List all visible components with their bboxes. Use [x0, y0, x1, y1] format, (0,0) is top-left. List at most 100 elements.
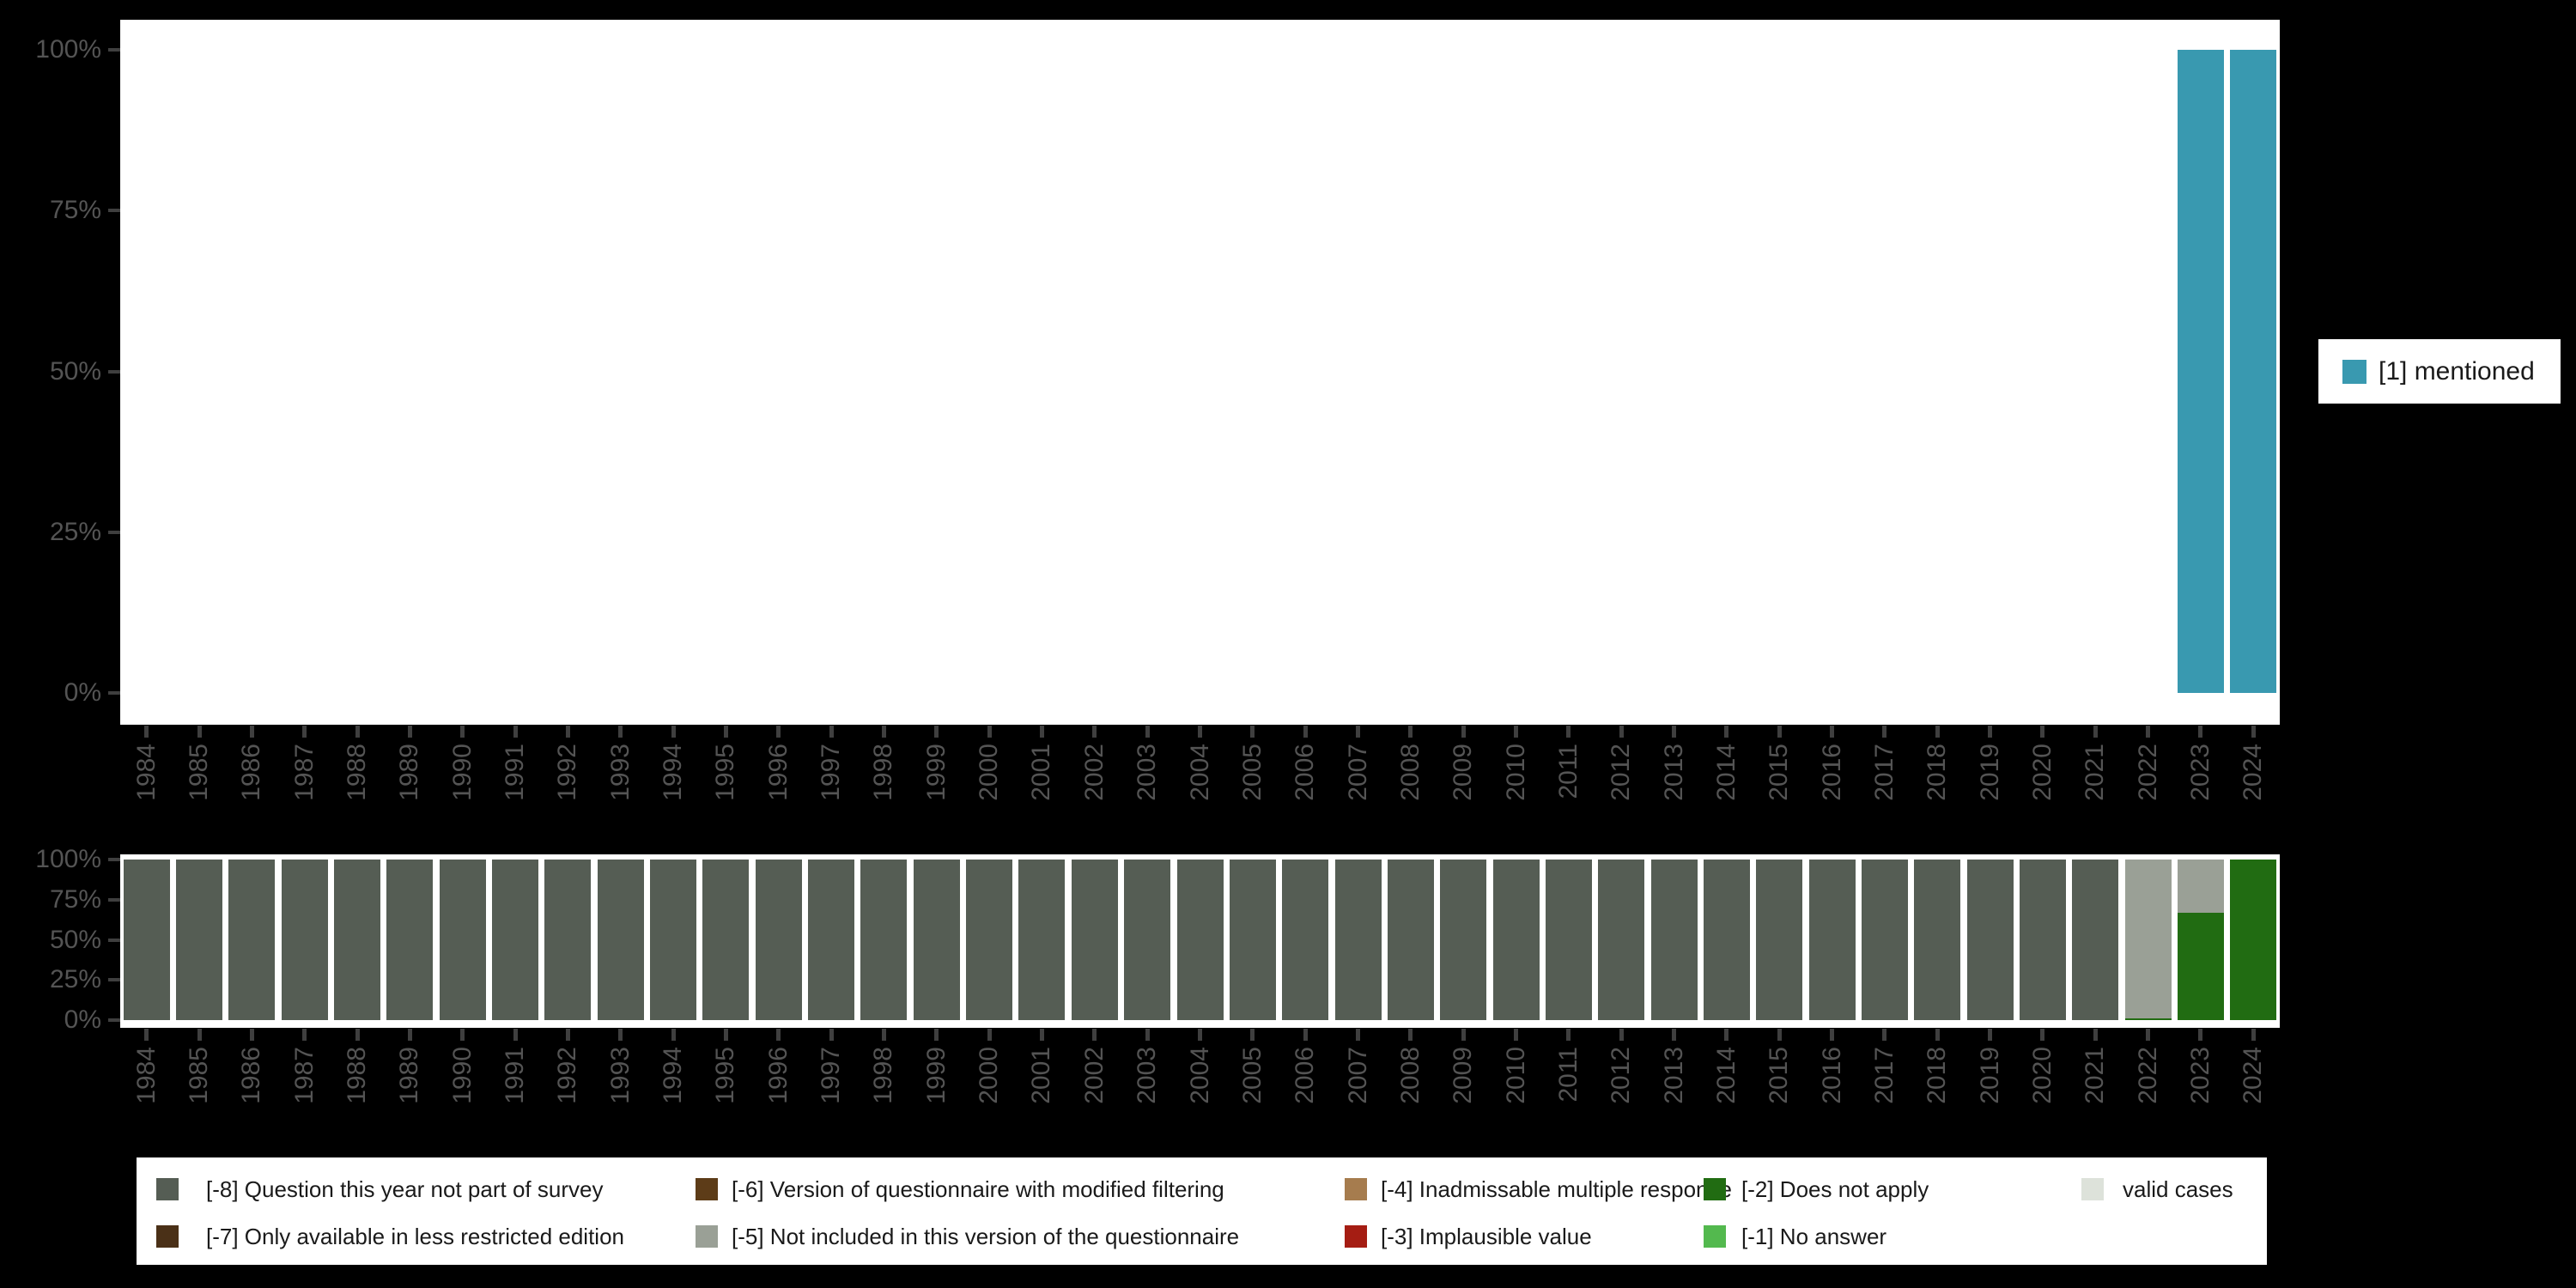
x-tick	[249, 1029, 254, 1041]
x-axis-year-label: 2009	[1449, 744, 1478, 801]
x-axis-year-label: 2021	[2081, 1047, 2110, 1104]
x-axis-year-label: 1989	[395, 744, 424, 801]
legend-swatch-mentioned	[2342, 359, 2366, 384]
y-tick-label: 75%	[49, 884, 101, 914]
legend-swatch	[696, 1178, 718, 1200]
x-tick	[355, 1029, 360, 1041]
x-axis-year-label: 2013	[1659, 1047, 1688, 1104]
x-axis-year-label: 2023	[2185, 1047, 2215, 1104]
x-axis-year-label: 1988	[343, 1047, 372, 1104]
x-tick	[1250, 726, 1255, 738]
x-axis-year-label: 2008	[1395, 1047, 1425, 1104]
x-tick	[1198, 1029, 1202, 1041]
legend-swatch	[696, 1225, 718, 1248]
bar-segment	[1492, 860, 1540, 1020]
x-axis-year-label: 2008	[1395, 744, 1425, 801]
x-tick	[144, 726, 149, 738]
x-tick	[355, 726, 360, 738]
x-tick	[302, 1029, 307, 1041]
bar-segment	[1387, 860, 1434, 1020]
x-axis-year-label: 2002	[1079, 744, 1109, 801]
x-axis-year-label: 2001	[1027, 744, 1056, 801]
y-tick-label: 75%	[49, 196, 101, 225]
x-axis-year-label: 2015	[1765, 744, 1794, 801]
x-axis-year-label: 2023	[2185, 744, 2215, 801]
x-tick	[1408, 1029, 1413, 1041]
x-axis-year-label: 2012	[1607, 1047, 1636, 1104]
x-tick	[1092, 1029, 1097, 1041]
x-tick	[1672, 1029, 1677, 1041]
bar-segment	[1756, 860, 1803, 1020]
x-tick	[1145, 1029, 1150, 1041]
x-tick	[1672, 726, 1677, 738]
x-axis-year-label: 1997	[817, 744, 846, 801]
bar-segment	[1071, 860, 1118, 1020]
x-tick	[1250, 1029, 1255, 1041]
y-tick	[108, 938, 120, 942]
x-tick	[2198, 726, 2203, 738]
x-axis-year-label: 2011	[1553, 744, 1583, 799]
x-tick	[1988, 1029, 1993, 1041]
x-axis-year-label: 1984	[131, 744, 161, 801]
x-tick	[1356, 1029, 1361, 1041]
bar-segment	[2230, 860, 2277, 1020]
y-tick-label: 0%	[64, 678, 101, 707]
y-tick	[108, 897, 120, 902]
x-tick	[881, 726, 886, 738]
x-axis-year-label: 2003	[1133, 1047, 1162, 1104]
y-tick-label: 0%	[64, 1005, 101, 1034]
x-axis-year-label: 2009	[1449, 1047, 1478, 1104]
bar-segment	[2124, 1018, 2172, 1020]
y-tick	[108, 48, 120, 52]
x-axis-year-label: 1992	[553, 744, 582, 801]
legend-item-label: valid cases	[2123, 1176, 2233, 1202]
bar-segment	[1440, 860, 1487, 1020]
x-tick	[1566, 1029, 1571, 1041]
bar-segment	[702, 860, 750, 1020]
x-axis-year-label: 1993	[605, 1047, 635, 1104]
x-axis-year-label: 2017	[1869, 1047, 1899, 1104]
bar-segment	[808, 860, 855, 1020]
x-axis-year-label: 1991	[501, 744, 530, 801]
x-axis-year-label: 1996	[763, 744, 793, 801]
x-axis-year-label: 2019	[1975, 744, 2004, 801]
x-tick	[1198, 726, 1202, 738]
bar-segment	[1861, 860, 1908, 1020]
x-tick	[1092, 726, 1097, 738]
x-tick	[144, 1029, 149, 1041]
x-axis-year-label: 1987	[289, 744, 319, 801]
x-tick	[2040, 726, 2045, 738]
legend-item-label: [-4] Inadmissable multiple response	[1381, 1176, 1732, 1202]
bar-segment	[966, 860, 1013, 1020]
bar-segment	[281, 860, 328, 1020]
legend-bottom: [-8] Question this year not part of surv…	[137, 1157, 2267, 1265]
bar-segment	[2177, 912, 2224, 1020]
bar-segment	[386, 860, 434, 1020]
x-tick	[776, 726, 781, 738]
x-tick	[2093, 726, 2098, 738]
x-axis-year-label: 1985	[185, 744, 213, 801]
x-axis-year-label: 2014	[1711, 1047, 1741, 1104]
x-tick	[1039, 726, 1044, 738]
x-tick	[1777, 1029, 1782, 1041]
x-tick	[2251, 726, 2256, 738]
x-tick	[1039, 1029, 1044, 1041]
x-axis-year-label: 1990	[447, 744, 477, 801]
x-axis-year-label: 2004	[1185, 1047, 1214, 1104]
x-axis-year-label: 1988	[343, 744, 372, 801]
x-axis-year-label: 2024	[2239, 744, 2268, 801]
x-tick	[2146, 1029, 2151, 1041]
bar-segment	[2124, 860, 2172, 1018]
x-tick	[829, 1029, 834, 1041]
x-tick	[407, 726, 412, 738]
x-axis-year-label: 1999	[921, 744, 951, 801]
x-tick	[671, 726, 676, 738]
x-tick	[723, 1029, 728, 1041]
bar-segment	[650, 860, 697, 1020]
legend-swatch	[1704, 1178, 1726, 1200]
x-axis-year-label: 2018	[1923, 1047, 1952, 1104]
x-tick	[829, 726, 834, 738]
x-tick	[1356, 726, 1361, 738]
bar-segment	[1703, 860, 1750, 1020]
x-tick	[881, 1029, 886, 1041]
